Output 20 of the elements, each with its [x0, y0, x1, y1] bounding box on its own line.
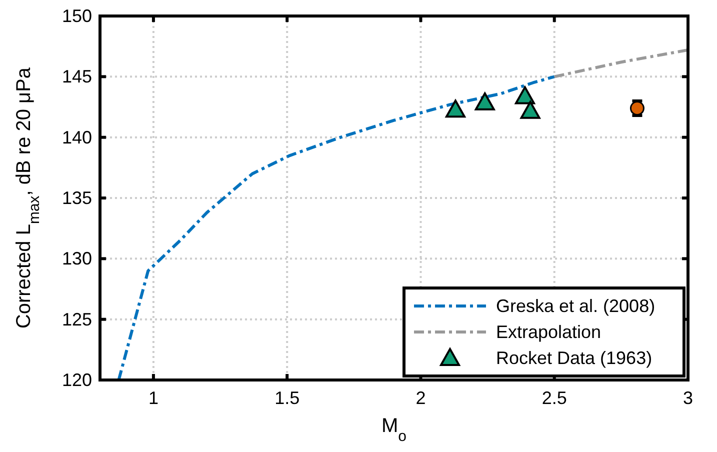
y-tick-label: 150 — [62, 6, 92, 26]
legend-label: Rocket Data (1963) — [496, 348, 652, 368]
point — [445, 100, 466, 118]
x-tick-label: 1 — [148, 388, 158, 408]
x-tick-label: 2.5 — [542, 388, 567, 408]
legend-label: Greska et al. (2008) — [496, 296, 656, 316]
point — [520, 100, 540, 119]
point — [514, 86, 535, 104]
y-tick-label: 145 — [62, 66, 92, 87]
x-axis-title: M$_{o}$ — [381, 415, 407, 444]
y-tick-label: 135 — [62, 188, 92, 208]
y-tick-label: 140 — [62, 127, 92, 148]
x-tick-label: 2 — [416, 388, 426, 408]
y-tick-label: 130 — [62, 248, 92, 269]
y-tick-label: 120 — [62, 370, 92, 390]
point — [474, 92, 495, 110]
y-tick-label: 125 — [62, 309, 92, 330]
legend-label: Extrapolation — [496, 322, 602, 342]
x-tick-label: 1.5 — [274, 388, 300, 408]
x-tick-label: 3 — [682, 388, 694, 408]
